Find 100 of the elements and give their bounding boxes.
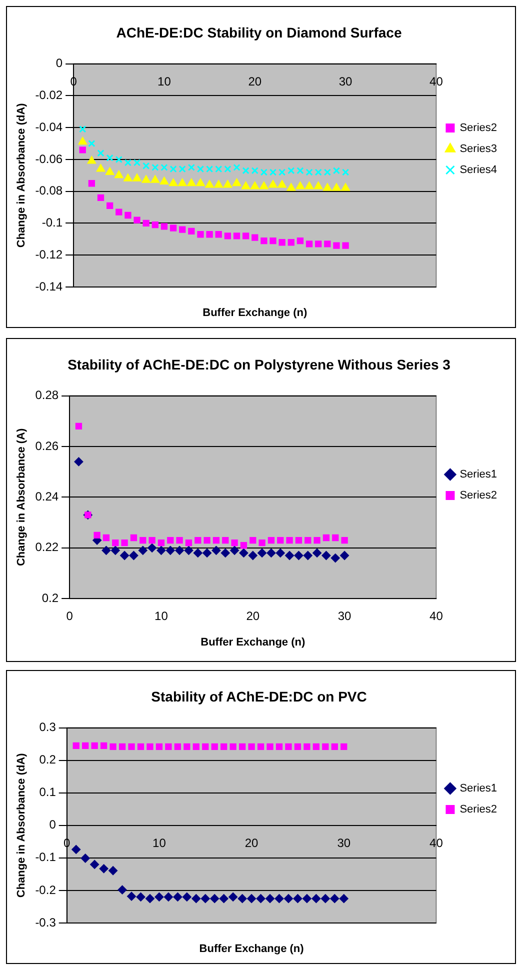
point	[108, 866, 118, 876]
point	[252, 234, 258, 241]
point	[156, 546, 166, 555]
y-tick-label: 0.2	[39, 752, 56, 767]
point	[332, 534, 339, 542]
point	[342, 242, 349, 249]
point	[200, 894, 210, 904]
legend-label: Series2	[460, 122, 497, 134]
y-tick-label: -0.2	[35, 882, 56, 897]
point	[215, 165, 222, 173]
point	[165, 743, 172, 750]
point	[124, 174, 132, 182]
point	[160, 176, 169, 185]
point	[179, 226, 186, 233]
point	[278, 180, 286, 188]
point	[164, 892, 173, 902]
point	[185, 540, 192, 546]
legend-label: Series3	[460, 143, 497, 156]
x-tick-label: 30	[338, 74, 353, 88]
point	[306, 240, 313, 248]
point	[130, 534, 138, 542]
point	[266, 894, 275, 904]
point	[257, 743, 264, 750]
x-axis-title: Buffer Exchange (n)	[202, 307, 308, 320]
x-tick-label: 30	[338, 609, 352, 624]
point	[304, 743, 310, 750]
legend-label: Series2	[460, 804, 497, 816]
point	[142, 220, 150, 227]
x-tick-label: 10	[154, 609, 168, 624]
point	[150, 175, 160, 183]
point	[193, 548, 202, 558]
point	[115, 156, 122, 164]
point	[303, 551, 312, 560]
point	[72, 844, 81, 854]
y-tick-label: -0.04	[35, 120, 63, 134]
point	[294, 743, 302, 750]
point	[129, 551, 138, 560]
point	[124, 212, 132, 219]
point	[118, 885, 127, 894]
point	[94, 532, 100, 539]
point	[212, 536, 220, 544]
point	[224, 232, 232, 240]
point	[266, 548, 276, 558]
x-axis-title: Buffer Exchange (n)	[200, 636, 306, 649]
point	[230, 743, 236, 750]
point	[340, 743, 348, 750]
point	[170, 224, 177, 232]
point	[260, 237, 268, 244]
point	[330, 554, 340, 563]
point	[341, 183, 350, 191]
y-tick-label: 0.26	[35, 438, 59, 453]
point	[178, 178, 187, 186]
point	[78, 136, 88, 145]
point	[228, 892, 238, 902]
x-tick-label: 0	[66, 609, 74, 624]
point	[340, 551, 350, 560]
y-tick-label: -0.02	[35, 88, 63, 102]
point	[295, 536, 302, 544]
point	[133, 159, 141, 166]
point	[296, 167, 304, 174]
point	[178, 165, 186, 173]
point	[274, 894, 284, 904]
point	[97, 194, 104, 202]
point	[248, 743, 255, 750]
point	[240, 542, 248, 549]
point	[156, 743, 163, 750]
point	[286, 536, 293, 544]
point	[241, 182, 250, 190]
point	[148, 543, 157, 552]
x-tick-label: 20	[244, 836, 259, 850]
point	[269, 168, 277, 176]
x-axis-title: Buffer Exchange (n)	[199, 943, 304, 956]
point	[251, 167, 258, 174]
point	[148, 536, 156, 544]
y-tick-label: 0.3	[39, 720, 56, 734]
point	[288, 239, 294, 246]
point	[233, 164, 240, 172]
point	[256, 894, 266, 904]
point	[206, 231, 213, 238]
point	[97, 150, 104, 157]
point	[320, 894, 330, 904]
point	[219, 894, 228, 904]
point	[332, 183, 341, 191]
x-tick-label: 40	[430, 609, 444, 624]
y-axis-title: Change in Absorbance (A)	[16, 428, 28, 566]
point	[176, 536, 183, 544]
point	[339, 894, 348, 904]
point	[268, 180, 278, 188]
point	[72, 742, 80, 750]
x-tick-label: 40	[430, 836, 444, 850]
point	[102, 546, 111, 555]
y-tick-label: 0.22	[35, 540, 59, 554]
point	[222, 536, 229, 544]
point	[184, 546, 194, 555]
point	[315, 240, 322, 248]
point	[175, 546, 184, 555]
point	[152, 221, 158, 228]
point	[314, 182, 323, 190]
point	[238, 743, 246, 750]
point	[160, 164, 168, 172]
